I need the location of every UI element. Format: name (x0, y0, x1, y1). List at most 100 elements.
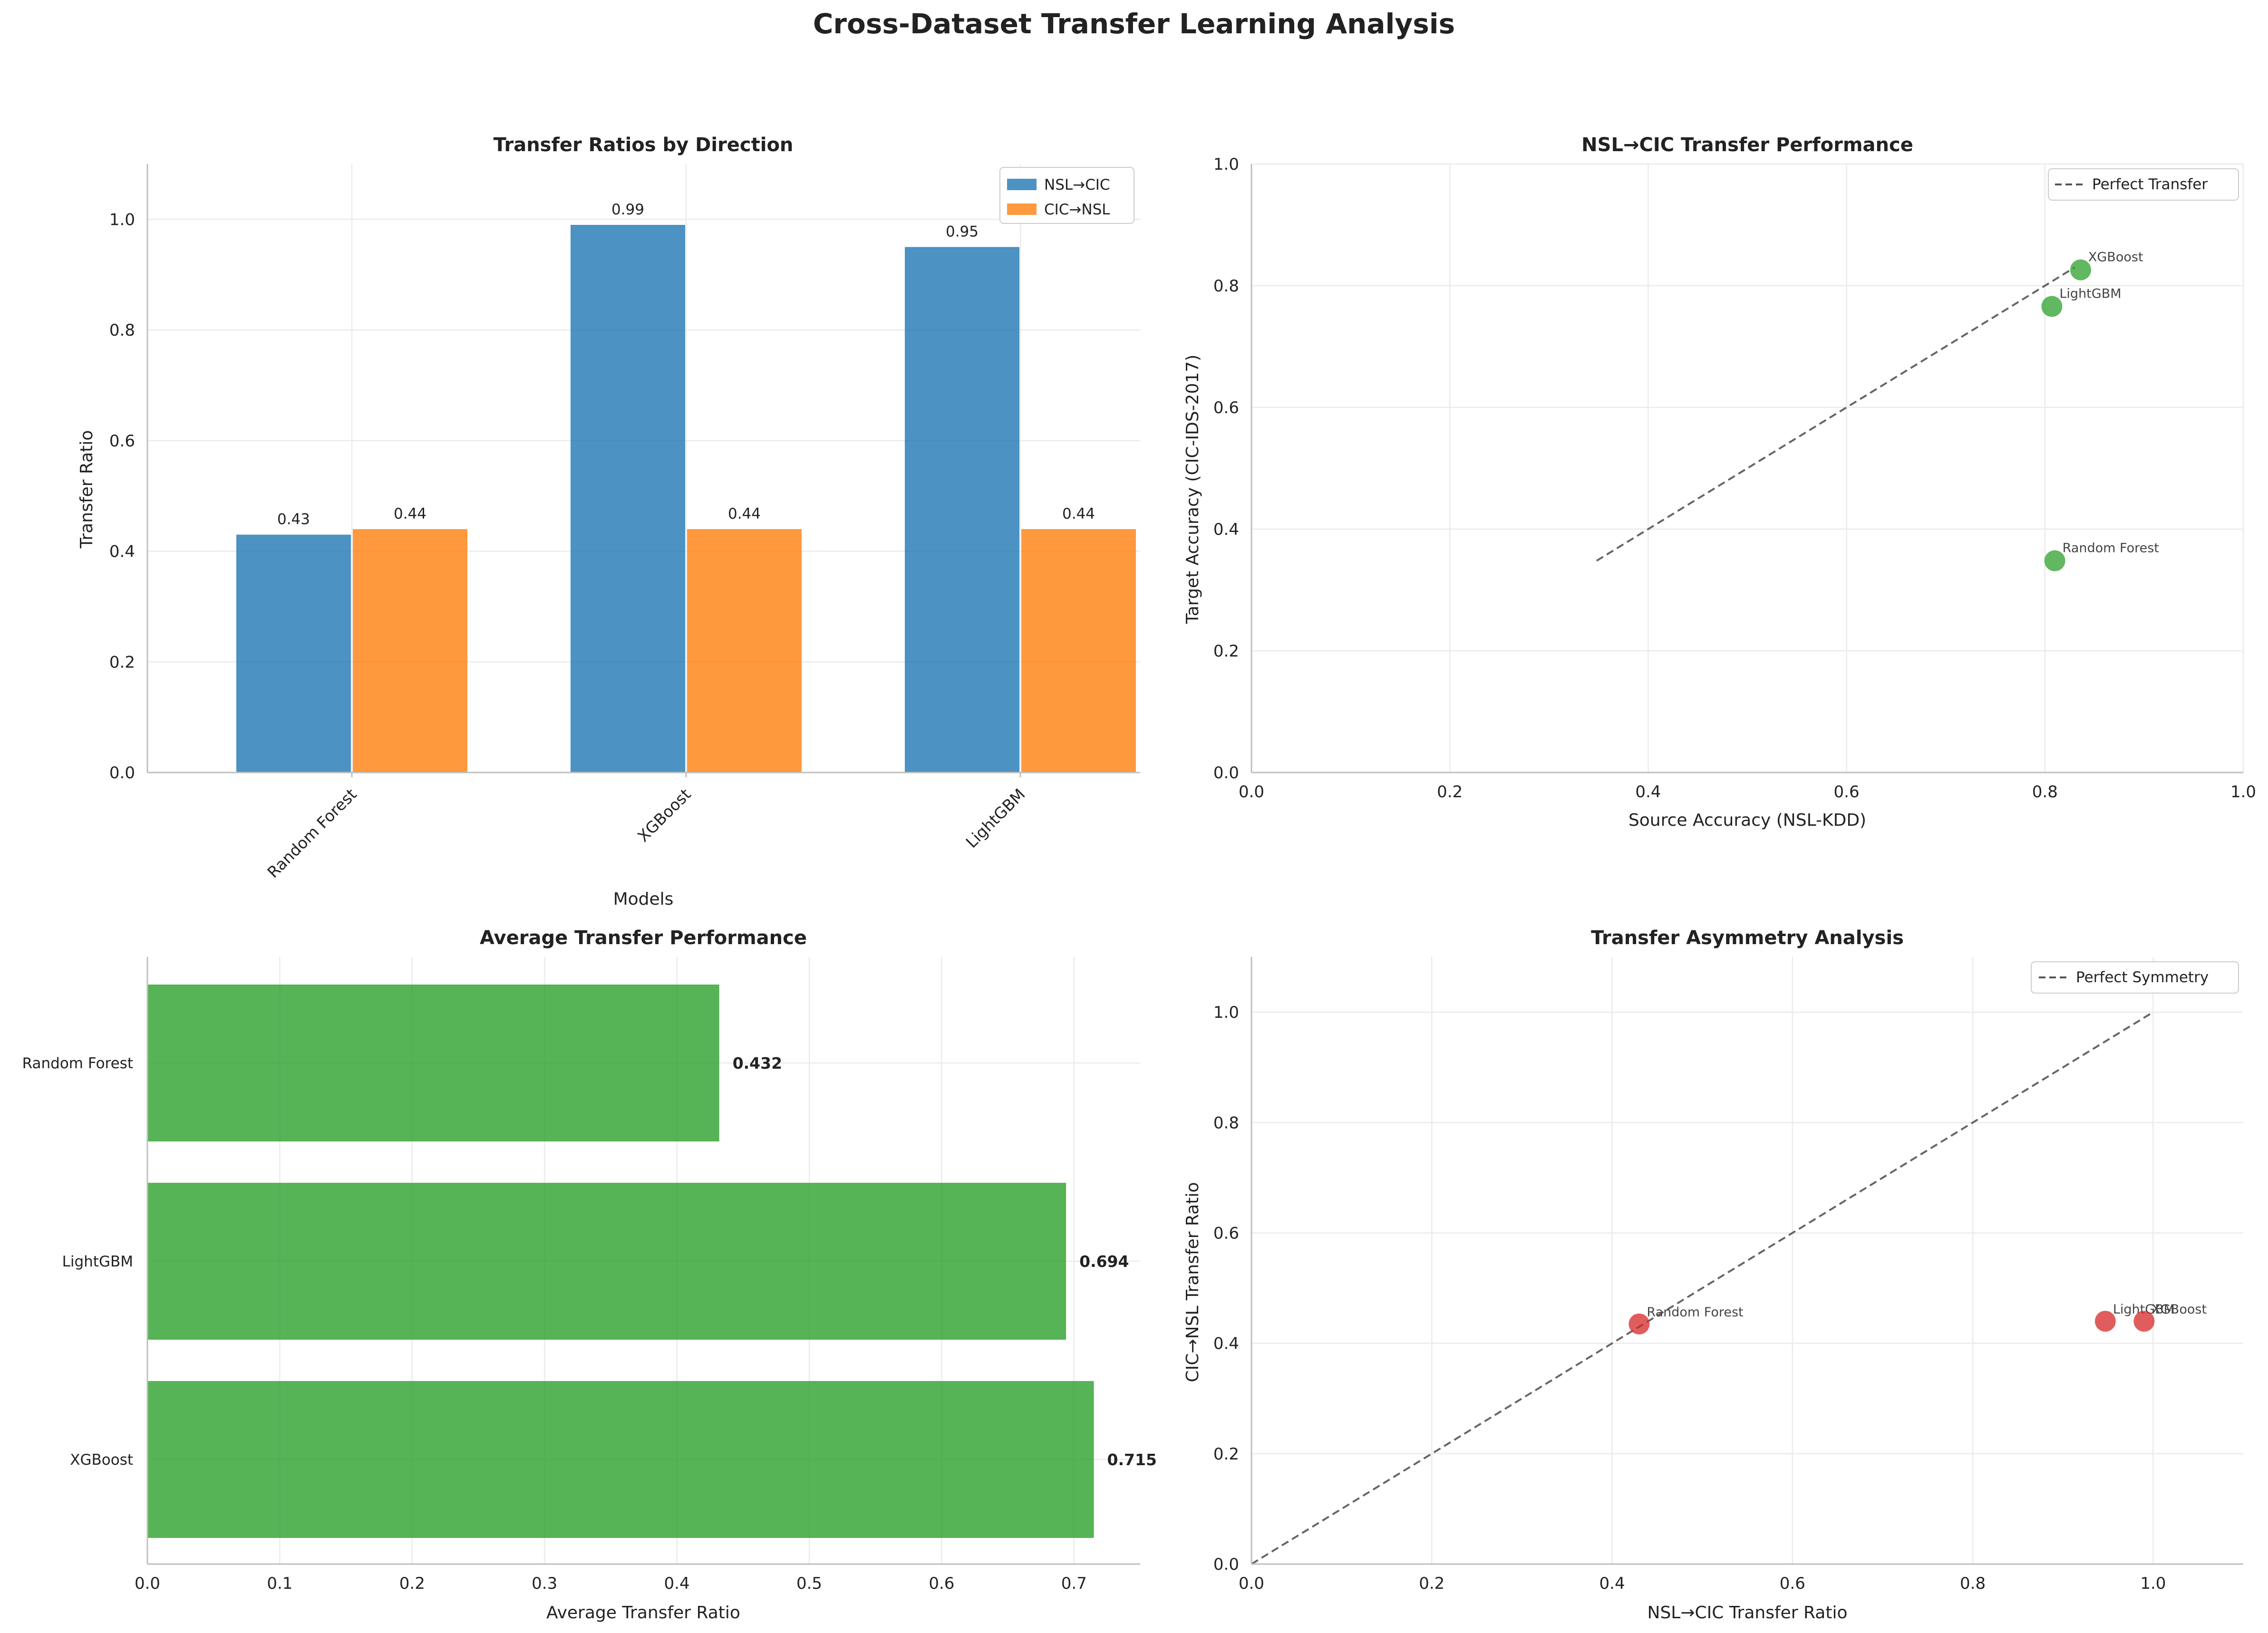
x-tick-label: 0.7 (1061, 1574, 1087, 1593)
x-tick-label: LightGBM (962, 785, 1029, 851)
point-label: Random Forest (1647, 1305, 1743, 1320)
x-tick-label: 1.0 (2140, 1574, 2166, 1593)
legend-label: Perfect Symmetry (2076, 969, 2209, 986)
bar-cic-to-nsl (353, 529, 467, 773)
x-tick-label: Random Forest (263, 785, 360, 881)
nsl-cic-performance-title: NSL→CIC Transfer Performance (1581, 134, 1913, 156)
y-tick-label: LightGBM (62, 1253, 133, 1270)
transfer-ratios-title: Transfer Ratios by Direction (494, 134, 794, 156)
bar-value-label: 0.432 (733, 1054, 782, 1073)
scatter-point (2070, 259, 2091, 280)
scatter-point (2041, 296, 2063, 317)
bar-cic-to-nsl (1021, 529, 1136, 773)
legend-swatch (1007, 203, 1037, 215)
y-tick-label: 0.2 (109, 653, 135, 672)
bar-value-label: 0.694 (1079, 1252, 1129, 1271)
transfer-ratios-chart: Transfer Ratios by Direction Models Tran… (77, 134, 1140, 909)
x-tick-label: 0.8 (2032, 783, 2058, 802)
asymmetry-xlabel: NSL→CIC Transfer Ratio (1648, 1603, 1848, 1623)
bar-value-label: 0.715 (1107, 1450, 1157, 1469)
x-tick-label: 0.3 (532, 1574, 557, 1593)
y-tick-label: 0.0 (1213, 763, 1239, 783)
y-tick-label: 0.6 (1213, 398, 1239, 417)
scatter-point (2133, 1311, 2155, 1332)
nsl-cic-performance-xlabel: Source Accuracy (NSL-KDD) (1628, 811, 1866, 830)
x-tick-label: 0.5 (796, 1574, 822, 1593)
asymmetry-ylabel: CIC→NSL Transfer Ratio (1183, 1182, 1202, 1382)
bar-value-label: 0.44 (394, 505, 426, 522)
transfer-ratios-xlabel: Models (613, 889, 674, 909)
y-tick-label: 0.6 (109, 432, 135, 451)
x-tick-label: 0.8 (1960, 1574, 1986, 1593)
x-tick-label: XGBoost (634, 785, 695, 846)
y-tick-label: 0.6 (1213, 1224, 1239, 1243)
average-bar (147, 985, 719, 1141)
transfer-ratios-ylabel: Transfer Ratio (77, 430, 97, 549)
nsl-cic-performance-ylabel: Target Accuracy (CIC-IDS-2017) (1183, 355, 1202, 624)
x-tick-label: 1.0 (2230, 783, 2256, 802)
legend-frame (2031, 961, 2239, 994)
y-tick-label: 0.8 (1213, 1113, 1239, 1132)
x-tick-label: 0.4 (1635, 783, 1661, 802)
scatter-point (2094, 1311, 2116, 1332)
point-label: Random Forest (2063, 541, 2159, 556)
y-tick-label: 1.0 (1213, 155, 1239, 174)
bar-value-label: 0.44 (1062, 505, 1095, 522)
x-tick-label: 0.6 (1780, 1574, 1805, 1593)
bar-nsl-to-cic (905, 247, 1019, 773)
perfect-symmetry-line (1250, 1011, 2154, 1565)
x-tick-label: 0.2 (1419, 1574, 1444, 1593)
y-tick-label: 0.4 (109, 542, 135, 561)
nsl-cic-performance-chart: NSL→CIC Transfer Performance Source Accu… (1183, 134, 2256, 830)
y-tick-label: 0.8 (1213, 277, 1239, 296)
x-tick-label: 0.2 (399, 1574, 425, 1593)
y-tick-label: 0.0 (1213, 1555, 1239, 1574)
y-tick-label: 0.2 (1213, 642, 1239, 661)
x-tick-label: 0.4 (1599, 1574, 1625, 1593)
y-tick-label: 0.8 (109, 321, 135, 340)
transfer-ratios-legend: NSL→CIC CIC→NSL (999, 167, 1134, 224)
average-transfer-chart: Average Transfer Performance Average Tra… (22, 927, 1157, 1623)
legend-swatch (1007, 179, 1037, 190)
y-tick-label: Random Forest (22, 1055, 133, 1072)
bar-cic-to-nsl (687, 529, 802, 773)
y-tick-label: 1.0 (1213, 1003, 1239, 1022)
asymmetry-title: Transfer Asymmetry Analysis (1591, 927, 1904, 949)
y-tick-label: 0.4 (1213, 1334, 1239, 1353)
legend-label: CIC→NSL (1044, 201, 1110, 218)
x-tick-label: 0.6 (1834, 783, 1860, 802)
scatter-point (1628, 1314, 1650, 1335)
x-tick-label: 0.1 (267, 1574, 292, 1593)
y-tick-label: 0.0 (109, 763, 135, 783)
y-tick-label: 1.0 (109, 210, 135, 229)
average-transfer-xlabel: Average Transfer Ratio (546, 1603, 740, 1623)
x-tick-label: 0.0 (1239, 783, 1264, 802)
x-tick-label: 0.4 (664, 1574, 690, 1593)
legend-frame (2048, 168, 2239, 201)
scatter-point (2044, 550, 2065, 571)
legend-label: NSL→CIC (1044, 176, 1110, 193)
figure-title: Cross-Dataset Transfer Learning Analysis (813, 8, 1455, 40)
nsl-cic-performance-legend: Perfect Transfer (2048, 168, 2239, 201)
legend-label: Perfect Transfer (2092, 176, 2208, 193)
y-tick-label: 0.4 (1213, 520, 1239, 539)
bar-value-label: 0.44 (728, 505, 761, 522)
perfect-transfer-line (1596, 266, 2075, 562)
bar-value-label: 0.95 (946, 223, 979, 241)
point-label: LightGBM (2059, 287, 2121, 301)
bar-nsl-to-cic (236, 534, 351, 773)
bar-value-label: 0.99 (611, 201, 644, 218)
y-tick-label: 0.2 (1213, 1445, 1239, 1464)
asymmetry-chart: Transfer Asymmetry Analysis NSL→CIC Tran… (1183, 927, 2243, 1623)
x-tick-label: 0.0 (135, 1574, 160, 1593)
x-tick-label: 0.0 (1239, 1574, 1264, 1593)
bar-value-label: 0.43 (277, 511, 310, 528)
y-tick-label: XGBoost (70, 1451, 133, 1469)
bar-nsl-to-cic (571, 225, 685, 773)
point-label: XGBoost (2152, 1302, 2207, 1317)
asymmetry-legend: Perfect Symmetry (2031, 961, 2239, 994)
average-transfer-title: Average Transfer Performance (480, 927, 807, 949)
average-bar (147, 1381, 1094, 1538)
average-bar (147, 1183, 1066, 1340)
